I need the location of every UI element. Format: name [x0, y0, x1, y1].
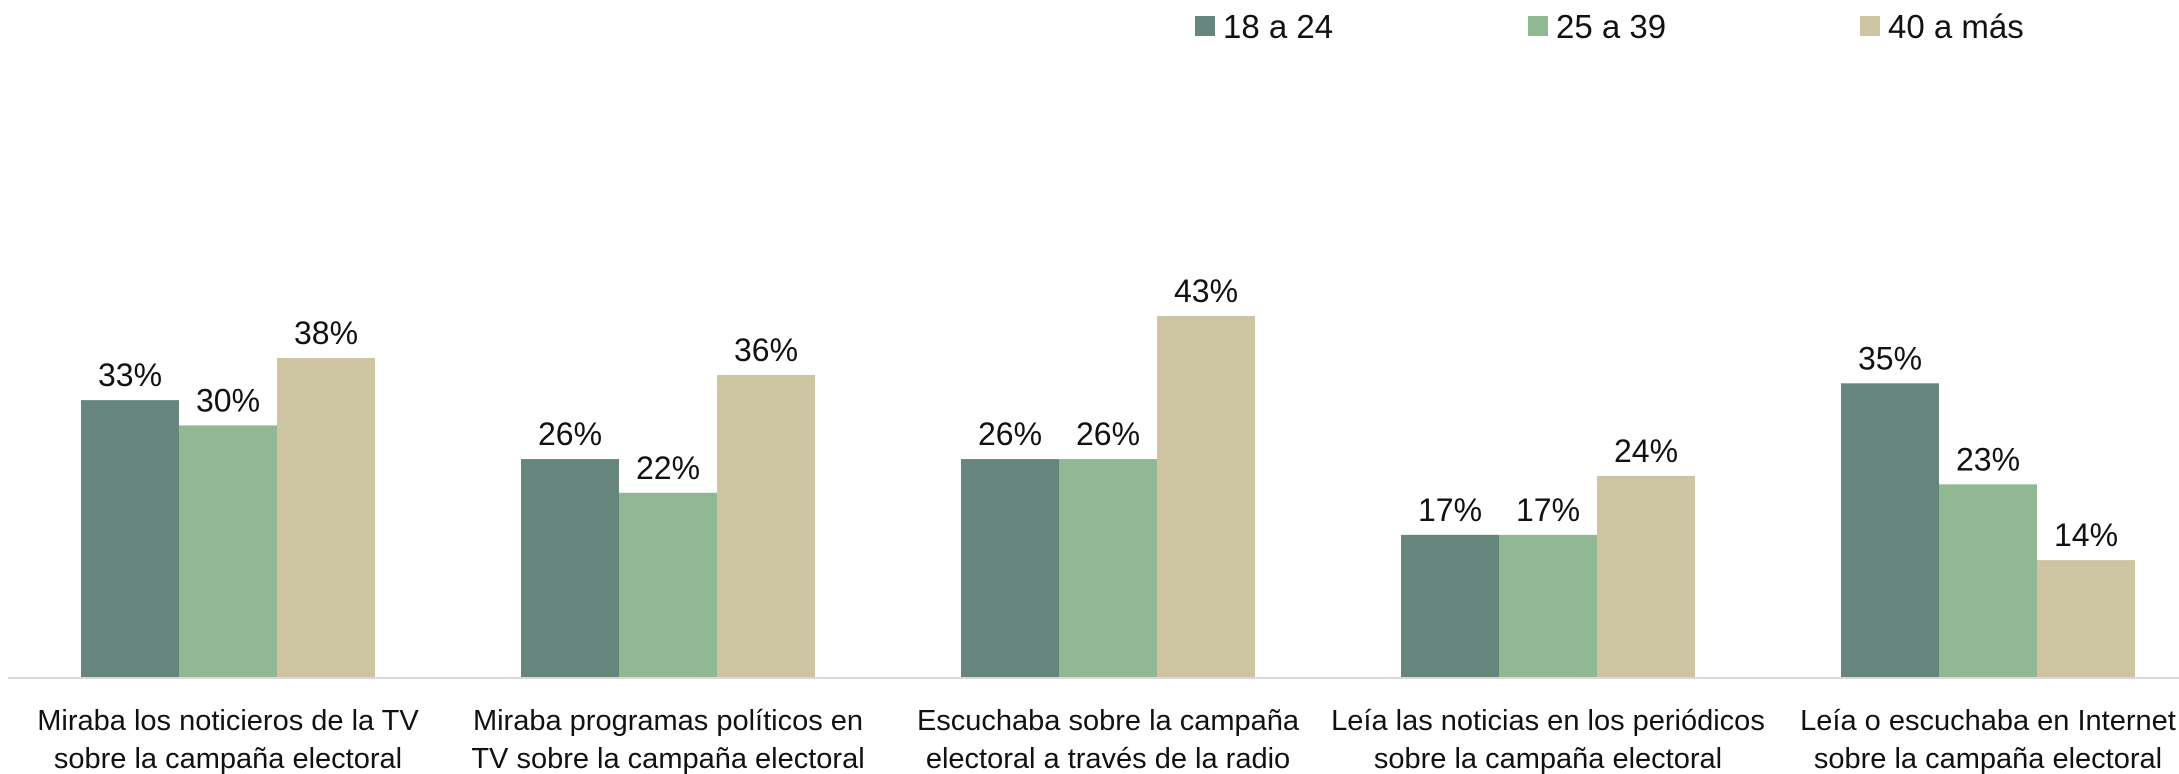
data-label: 33% — [98, 357, 162, 393]
data-label: 26% — [978, 416, 1042, 452]
data-label: 36% — [734, 332, 798, 368]
x-tick-label: Miraba los noticieros de la TV — [37, 705, 419, 737]
data-label: 17% — [1516, 492, 1580, 528]
x-tick-label: Leía o escuchaba en Internet — [1800, 705, 2176, 737]
bar — [2037, 560, 2135, 678]
legend-swatch — [1528, 16, 1548, 36]
data-label: 17% — [1418, 492, 1482, 528]
data-label: 24% — [1614, 433, 1678, 469]
x-tick-label: sobre la campaña electoral — [54, 743, 402, 774]
bar — [1841, 383, 1939, 678]
bar — [1939, 484, 2037, 678]
x-tick-label: Escuchaba sobre la campaña — [917, 705, 1300, 737]
x-tick-label: sobre la campaña electoral — [1374, 743, 1722, 774]
bar — [961, 459, 1059, 678]
data-label: 38% — [294, 315, 358, 351]
bar — [1499, 534, 1597, 678]
legend-label: 18 a 24 — [1223, 8, 1333, 45]
legend-label: 25 a 39 — [1556, 8, 1666, 45]
bar — [81, 400, 179, 678]
bar — [619, 492, 717, 678]
bar — [179, 425, 277, 678]
bar — [717, 374, 815, 678]
data-label: 35% — [1858, 340, 1922, 376]
data-label: 26% — [1076, 416, 1140, 452]
data-label: 26% — [538, 416, 602, 452]
legend-swatch — [1860, 16, 1880, 36]
data-label: 14% — [2054, 517, 2118, 553]
bar — [1059, 459, 1157, 678]
x-tick-label: electoral a través de la radio — [926, 743, 1290, 774]
x-tick-label: sobre la campaña electoral — [1814, 743, 2162, 774]
bar — [1401, 534, 1499, 678]
legend-swatch — [1195, 16, 1215, 36]
x-tick-label: TV sobre la campaña electoral — [471, 743, 864, 774]
bar — [1597, 475, 1695, 678]
data-label: 43% — [1174, 273, 1238, 309]
data-label: 22% — [636, 450, 700, 486]
x-tick-label: Leía las noticias en los periódicos — [1331, 705, 1765, 737]
bar — [521, 459, 619, 678]
data-label: 23% — [1956, 441, 2020, 477]
bar — [277, 358, 375, 678]
data-label: 30% — [196, 382, 260, 418]
legend-label: 40 a más — [1888, 8, 2024, 45]
bar — [1157, 315, 1255, 678]
x-tick-label: Miraba programas políticos en — [473, 705, 863, 737]
